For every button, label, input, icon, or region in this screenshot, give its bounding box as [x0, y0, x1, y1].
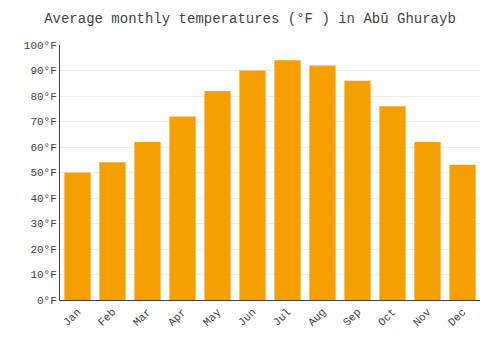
- svg-text:30°F: 30°F: [30, 218, 56, 230]
- svg-text:60°F: 60°F: [30, 142, 56, 154]
- svg-text:May: May: [201, 306, 224, 329]
- svg-text:Jun: Jun: [236, 306, 258, 328]
- svg-text:Sep: Sep: [341, 306, 363, 328]
- svg-text:Jan: Jan: [61, 306, 83, 328]
- svg-text:Mar: Mar: [131, 306, 153, 328]
- svg-text:70°F: 70°F: [30, 116, 56, 128]
- svg-text:Feb: Feb: [96, 306, 118, 328]
- svg-text:50°F: 50°F: [30, 167, 56, 179]
- svg-text:Nov: Nov: [411, 306, 434, 329]
- svg-text:40°F: 40°F: [30, 193, 56, 205]
- svg-text:80°F: 80°F: [30, 91, 56, 103]
- svg-text:Apr: Apr: [166, 306, 188, 328]
- svg-text:Oct: Oct: [376, 306, 398, 328]
- svg-text:Dec: Dec: [446, 306, 468, 328]
- svg-text:Jul: Jul: [271, 306, 293, 328]
- svg-text:20°F: 20°F: [30, 244, 56, 256]
- svg-text:Aug: Aug: [306, 306, 328, 328]
- svg-text:90°F: 90°F: [30, 65, 56, 77]
- svg-text:100°F: 100°F: [24, 40, 57, 52]
- svg-text:10°F: 10°F: [30, 269, 56, 281]
- svg-text:0°F: 0°F: [37, 295, 57, 307]
- svg-text:Average monthly temperatures (: Average monthly temperatures (°F ) in Ab…: [44, 11, 456, 27]
